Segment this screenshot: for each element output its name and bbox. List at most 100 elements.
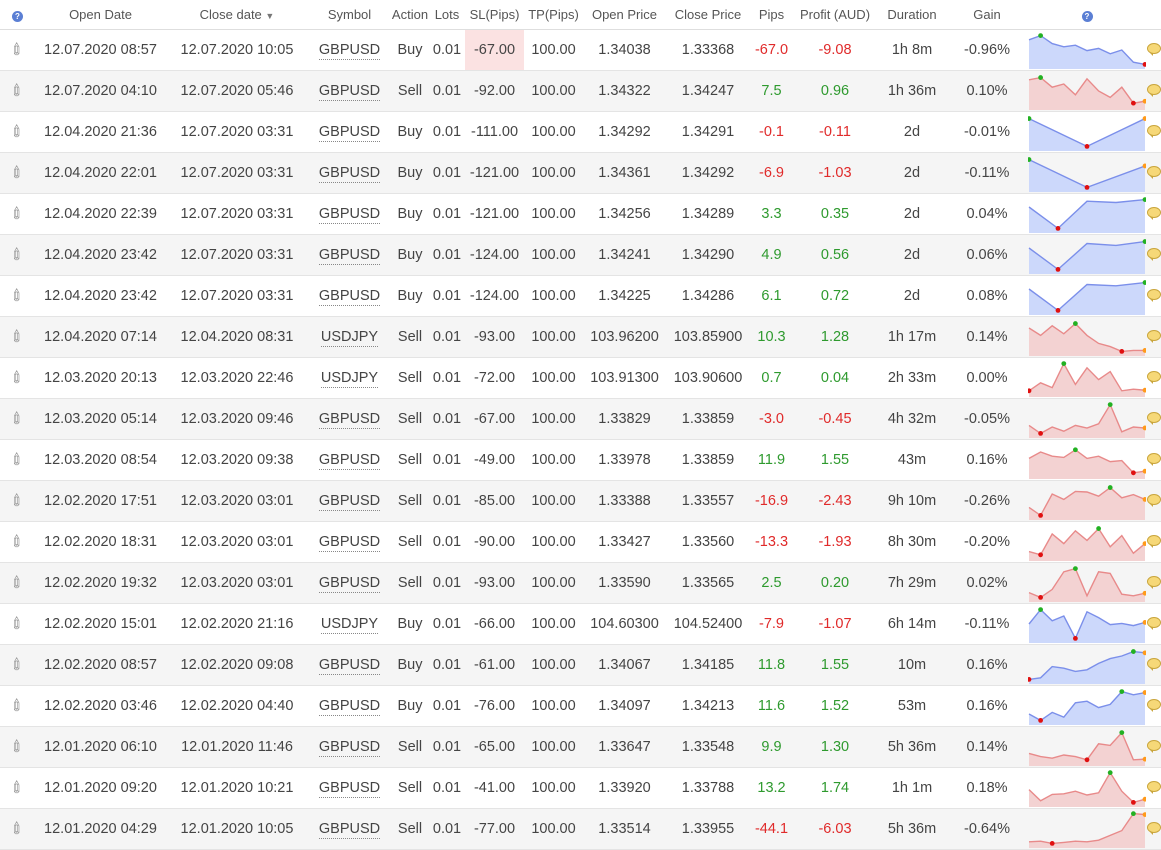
sparkline-cell[interactable]	[1027, 29, 1147, 70]
trade-sparkline[interactable]	[1028, 605, 1146, 643]
comment-bubble-icon[interactable]	[1147, 329, 1161, 343]
symbol-link[interactable]: GBPUSD	[318, 738, 381, 757]
trade-sparkline[interactable]	[1028, 564, 1146, 602]
header-open-price[interactable]: Open Price	[583, 0, 666, 29]
comment-bubble-icon[interactable]	[1147, 247, 1161, 261]
symbol-link[interactable]: GBPUSD	[318, 123, 381, 142]
comment-cell[interactable]	[1147, 439, 1161, 480]
comment-cell[interactable]	[1147, 29, 1161, 70]
paperclip-icon[interactable]: ✐	[7, 777, 29, 799]
comment-cell[interactable]	[1147, 193, 1161, 234]
trade-sparkline[interactable]	[1028, 523, 1146, 561]
symbol-link[interactable]: GBPUSD	[318, 492, 381, 511]
paperclip-icon[interactable]: ✐	[7, 695, 29, 717]
symbol-link[interactable]: GBPUSD	[318, 410, 381, 429]
comment-bubble-icon[interactable]	[1147, 452, 1161, 466]
paperclip-icon[interactable]: ✐	[7, 244, 29, 266]
symbol-cell[interactable]: GBPUSD	[308, 29, 391, 70]
comment-cell[interactable]	[1147, 521, 1161, 562]
sparkline-cell[interactable]	[1027, 152, 1147, 193]
sparkline-cell[interactable]	[1027, 439, 1147, 480]
paperclip-icon[interactable]: ✐	[7, 490, 29, 512]
attachment-cell[interactable]: ✐	[0, 70, 35, 111]
header-duration[interactable]: Duration	[877, 0, 947, 29]
attachment-cell[interactable]: ✐	[0, 234, 35, 275]
comment-cell[interactable]	[1147, 808, 1161, 849]
comment-cell[interactable]	[1147, 357, 1161, 398]
comment-cell[interactable]	[1147, 562, 1161, 603]
comment-bubble-icon[interactable]	[1147, 739, 1161, 753]
attachment-cell[interactable]: ✐	[0, 726, 35, 767]
header-pips[interactable]: Pips	[750, 0, 793, 29]
symbol-cell[interactable]: GBPUSD	[308, 152, 391, 193]
attachment-cell[interactable]: ✐	[0, 316, 35, 357]
comment-bubble-icon[interactable]	[1147, 411, 1161, 425]
attachment-cell[interactable]: ✐	[0, 111, 35, 152]
sparkline-cell[interactable]	[1027, 767, 1147, 808]
sparkline-cell[interactable]	[1027, 726, 1147, 767]
help-icon[interactable]: ?	[1081, 10, 1093, 22]
comment-cell[interactable]	[1147, 644, 1161, 685]
symbol-cell[interactable]: GBPUSD	[308, 193, 391, 234]
sparkline-cell[interactable]	[1027, 357, 1147, 398]
sort-desc-icon[interactable]: ▼	[265, 10, 275, 21]
comment-bubble-icon[interactable]	[1147, 288, 1161, 302]
symbol-link[interactable]: GBPUSD	[318, 164, 381, 183]
comment-cell[interactable]	[1147, 316, 1161, 357]
comment-cell[interactable]	[1147, 398, 1161, 439]
sparkline-cell[interactable]	[1027, 644, 1147, 685]
header-close-date[interactable]: Close date ▼	[166, 0, 308, 29]
symbol-link[interactable]: GBPUSD	[318, 820, 381, 839]
trade-sparkline[interactable]	[1028, 400, 1146, 438]
paperclip-icon[interactable]: ✐	[7, 39, 29, 61]
paperclip-icon[interactable]: ✐	[7, 572, 29, 594]
sparkline-cell[interactable]	[1027, 562, 1147, 603]
symbol-cell[interactable]: GBPUSD	[308, 644, 391, 685]
symbol-link[interactable]: GBPUSD	[318, 451, 381, 470]
symbol-link[interactable]: GBPUSD	[318, 779, 381, 798]
comment-bubble-icon[interactable]	[1147, 616, 1161, 630]
attachment-cell[interactable]: ✐	[0, 808, 35, 849]
trade-sparkline[interactable]	[1028, 31, 1146, 69]
attachment-cell[interactable]: ✐	[0, 685, 35, 726]
sparkline-cell[interactable]	[1027, 193, 1147, 234]
paperclip-icon[interactable]: ✐	[7, 203, 29, 225]
attachment-cell[interactable]: ✐	[0, 398, 35, 439]
paperclip-icon[interactable]: ✐	[7, 121, 29, 143]
paperclip-icon[interactable]: ✐	[7, 531, 29, 553]
paperclip-icon[interactable]: ✐	[7, 736, 29, 758]
comment-cell[interactable]	[1147, 111, 1161, 152]
sparkline-cell[interactable]	[1027, 603, 1147, 644]
trade-sparkline[interactable]	[1028, 154, 1146, 192]
attachment-cell[interactable]: ✐	[0, 29, 35, 70]
trade-sparkline[interactable]	[1028, 728, 1146, 766]
attachment-cell[interactable]: ✐	[0, 439, 35, 480]
trade-sparkline[interactable]	[1028, 687, 1146, 725]
trade-sparkline[interactable]	[1028, 72, 1146, 110]
comment-bubble-icon[interactable]	[1147, 575, 1161, 589]
paperclip-icon[interactable]: ✐	[7, 367, 29, 389]
comment-bubble-icon[interactable]	[1147, 83, 1161, 97]
symbol-link[interactable]: GBPUSD	[318, 656, 381, 675]
sparkline-cell[interactable]	[1027, 685, 1147, 726]
attachment-cell[interactable]: ✐	[0, 603, 35, 644]
comment-cell[interactable]	[1147, 480, 1161, 521]
paperclip-icon[interactable]: ✐	[7, 162, 29, 184]
sparkline-cell[interactable]	[1027, 808, 1147, 849]
comment-cell[interactable]	[1147, 70, 1161, 111]
symbol-cell[interactable]: GBPUSD	[308, 70, 391, 111]
comment-cell[interactable]	[1147, 234, 1161, 275]
symbol-cell[interactable]: GBPUSD	[308, 726, 391, 767]
comment-bubble-icon[interactable]	[1147, 165, 1161, 179]
symbol-cell[interactable]: GBPUSD	[308, 808, 391, 849]
header-sl[interactable]: SL(Pips)	[465, 0, 524, 29]
attachment-cell[interactable]: ✐	[0, 521, 35, 562]
symbol-link[interactable]: USDJPY	[320, 615, 379, 634]
paperclip-icon[interactable]: ✐	[7, 818, 29, 840]
header-gain[interactable]: Gain	[947, 0, 1027, 29]
comment-bubble-icon[interactable]	[1147, 698, 1161, 712]
comment-bubble-icon[interactable]	[1147, 42, 1161, 56]
symbol-link[interactable]: GBPUSD	[318, 697, 381, 716]
attachment-cell[interactable]: ✐	[0, 152, 35, 193]
attachment-cell[interactable]: ✐	[0, 275, 35, 316]
